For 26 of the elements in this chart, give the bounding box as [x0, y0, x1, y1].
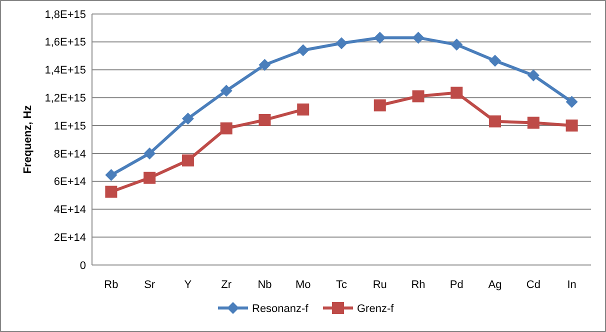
x-tick-label: Ru — [372, 279, 387, 291]
x-tick-label: Y — [184, 279, 192, 291]
y-tick-label: 1E+15 — [54, 120, 86, 132]
y-tick-label: 0 — [80, 260, 86, 272]
y-tick-label: 1,8E+15 — [44, 8, 86, 21]
y-tick-label: 6E+14 — [54, 176, 86, 188]
y-tick-label: 1,4E+15 — [44, 64, 86, 77]
x-tick-label: Cd — [526, 279, 540, 291]
x-tick-label: Sr — [144, 279, 156, 291]
x-tick-label: Nb — [258, 279, 272, 291]
x-tick-label: Ag — [488, 279, 502, 291]
x-tick-label: In — [567, 279, 576, 291]
x-tick-label: Pd — [450, 279, 464, 291]
y-tick-label: 1,6E+15 — [44, 36, 86, 49]
y-tick-label: 2E+14 — [54, 232, 86, 244]
y-tick-label: 4E+14 — [54, 204, 86, 216]
x-tick-label: Rh — [411, 279, 426, 291]
legend-label: Grenz-f — [357, 302, 395, 315]
y-axis-title: Frequenz, Hz — [22, 104, 34, 174]
x-tick-label: Zr — [221, 279, 232, 291]
x-tick-label: Rb — [104, 279, 118, 291]
y-tick-label: 1,2E+15 — [44, 92, 86, 105]
x-tick-label: Mo — [295, 279, 311, 291]
legend-label: Resonanz-f — [252, 302, 310, 315]
y-tick-label: 8E+14 — [54, 148, 86, 160]
x-tick-label: Tc — [336, 279, 348, 291]
